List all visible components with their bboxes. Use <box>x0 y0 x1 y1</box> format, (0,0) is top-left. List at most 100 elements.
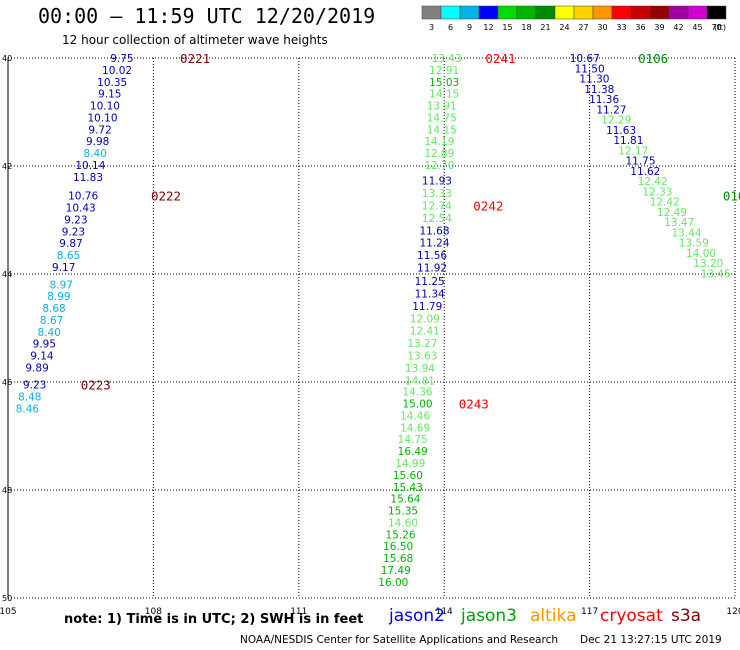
legend-swatch <box>611 5 632 20</box>
wave-height-value: 10.43 <box>66 203 96 215</box>
wave-height-value: 15.60 <box>393 470 423 482</box>
lon-tick-label: 105 <box>0 607 17 617</box>
wave-height-value: 12.17 <box>618 145 648 157</box>
wave-height-value: 10.67 <box>570 53 600 65</box>
lat-tick-label: 44 <box>2 270 12 279</box>
footer-credit: NOAA/NESDIS Center for Satellite Applica… <box>240 634 558 646</box>
wave-height-value: 12.70 <box>424 160 454 172</box>
wave-height-value: 14.99 <box>395 458 425 470</box>
legend-swatch <box>630 5 651 20</box>
wave-height-value: 8.48 <box>18 392 41 404</box>
wave-height-value: 8.40 <box>84 148 107 160</box>
legend-bin-label: 9 <box>467 23 472 32</box>
legend-bin-label: 21 <box>540 23 550 32</box>
pass-time-label: 0222 <box>151 189 181 204</box>
legend-swatch <box>687 5 708 20</box>
wave-height-value: 13.20 <box>693 258 723 270</box>
wave-height-value: 9.14 <box>30 351 54 363</box>
legend-swatch <box>554 5 575 20</box>
wave-height-value: 12.33 <box>642 186 672 198</box>
wave-height-value: 9.17 <box>52 262 75 274</box>
wave-height-value: 12.74 <box>422 200 452 212</box>
lon-tick-label: 117 <box>581 607 598 617</box>
wave-height-value: 9.15 <box>98 89 121 101</box>
wave-height-value: 9.87 <box>59 238 82 250</box>
wave-height-value: 12.91 <box>429 65 459 77</box>
satellite-name: jason3 <box>461 606 517 626</box>
lon-tick-label: 108 <box>145 607 162 617</box>
lat-tick-label: 42 <box>2 162 12 171</box>
pass-time-label: 0107 <box>723 189 740 204</box>
wave-height-value: 14.75 <box>398 434 428 446</box>
wave-height-value: 8.65 <box>57 250 80 262</box>
legend-swatch <box>516 5 537 20</box>
wave-height-value: 11.75 <box>625 156 655 168</box>
lat-tick-label: 50 <box>2 594 12 603</box>
legend-swatch <box>706 5 727 20</box>
wave-height-value: 11.79 <box>412 301 442 313</box>
wave-height-value: 13.33 <box>422 188 452 200</box>
wave-height-value: 8.40 <box>38 327 61 339</box>
wave-height-value: 11.30 <box>579 74 609 86</box>
wave-height-value: 15.03 <box>429 77 459 89</box>
legend-bin-label: 24 <box>559 23 569 32</box>
satellite-name: jason2 <box>389 606 445 626</box>
legend-bin-label: 15 <box>502 23 512 32</box>
wave-height-value: 11.27 <box>596 104 626 116</box>
legend-bin-label: 18 <box>521 23 531 32</box>
pass-time-label: 0106 <box>638 51 668 66</box>
wave-height-value: 8.46 <box>16 403 40 415</box>
wave-height-value: 12.09 <box>410 313 440 325</box>
wave-height-value: 8.68 <box>42 303 65 315</box>
wave-height-value: 9.75 <box>110 53 133 65</box>
wave-height-value: 13.45 <box>701 268 731 280</box>
legend-swatch <box>459 5 480 20</box>
page-subtitle: 12 hour collection of altimeter wave hei… <box>62 33 328 47</box>
wave-height-value: 11.36 <box>589 94 619 106</box>
wave-height-value: 13.59 <box>679 238 709 250</box>
legend-bin-label: 45 <box>692 23 702 32</box>
lat-tick-label: 48 <box>2 486 12 495</box>
legend-bin-label: 36 <box>635 23 645 32</box>
wave-height-value: 14.00 <box>686 248 716 260</box>
wave-height-value: 11.68 <box>419 225 449 237</box>
lat-tick-label: 46 <box>2 378 12 387</box>
wave-height-value: 14.15 <box>429 89 459 101</box>
wave-height-value: 14.60 <box>388 517 418 529</box>
legend-swatch <box>440 5 461 20</box>
satellite-name: s3a <box>671 606 702 626</box>
wave-height-value: 14.75 <box>427 112 457 124</box>
wave-height-value: 15.43 <box>393 482 423 494</box>
wave-height-value: 9.23 <box>64 214 87 226</box>
wave-height-value: 12.42 <box>650 197 680 209</box>
wave-height-value: 13.94 <box>405 363 435 375</box>
wave-height-value: 17.49 <box>381 565 411 577</box>
wave-height-value: 9.72 <box>88 124 111 136</box>
legend-swatch <box>668 5 689 20</box>
legend-swatch <box>592 5 613 20</box>
wave-height-value: 13.43 <box>432 53 462 65</box>
legend-swatch <box>573 5 594 20</box>
wave-height-value: 11.81 <box>613 135 643 147</box>
pass-time-label: 0241 <box>485 51 515 66</box>
legend-swatch <box>478 5 499 20</box>
wave-height-value: 15.35 <box>388 506 418 518</box>
wave-height-value: 9.95 <box>33 339 56 351</box>
wave-height-tracks: 9.7510.0210.359.1510.1010.109.729.988.40… <box>16 51 740 589</box>
axis-tick-labels: 105 108 111 114 117 120 40 42 44 46 48 50 <box>0 54 740 617</box>
wave-height-value: 8.97 <box>50 279 73 291</box>
wave-height-value: 16.50 <box>383 541 413 553</box>
wave-height-value: 14.19 <box>424 136 454 148</box>
wave-height-value: 12.49 <box>657 207 687 219</box>
wave-height-value: 11.25 <box>415 276 445 288</box>
wave-height-value: 15.00 <box>403 399 433 411</box>
wave-height-value: 9.98 <box>86 136 109 148</box>
color-legend: 3 6 9 12 15 18 21 24 27 30 33 36 39 42 45 70(ft) <box>421 5 727 32</box>
footer-timestamp: Dec 21 13:27:15 UTC 2019 <box>580 634 722 646</box>
wave-height-value: 13.47 <box>664 217 694 229</box>
wave-height-value: 11.50 <box>575 63 605 75</box>
lon-tick-label: 114 <box>436 607 453 617</box>
wave-height-value: 10.10 <box>90 101 120 113</box>
wave-height-value: 11.62 <box>630 166 660 178</box>
legend-swatch <box>497 5 518 20</box>
